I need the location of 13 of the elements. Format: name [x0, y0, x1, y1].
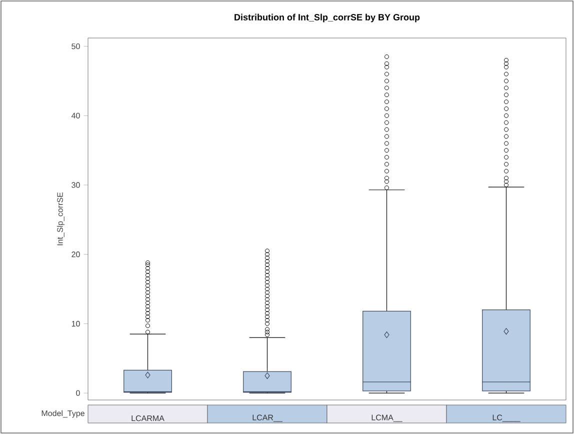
y-axis-title: Int_Slp_corrSE: [56, 192, 64, 246]
y-tick-label: 40: [71, 112, 80, 118]
x-tick-label: LCMA__: [372, 414, 402, 422]
chart-title: Distribution of Int_Slp_corrSE by BY Group: [234, 14, 420, 22]
x-tick-label: LCARMA: [132, 415, 164, 422]
y-tick-label: 30: [72, 182, 80, 188]
y-tick-label: 0: [76, 390, 80, 396]
y-tick-label: 10: [72, 320, 80, 327]
x-axis-title: Model_Type: [42, 410, 84, 418]
y-tick-label: 20: [72, 252, 80, 258]
x-tick-label: LCAR__: [252, 414, 282, 422]
x-tick-label: LC____: [492, 414, 520, 422]
y-tick-label: 50: [72, 43, 80, 50]
